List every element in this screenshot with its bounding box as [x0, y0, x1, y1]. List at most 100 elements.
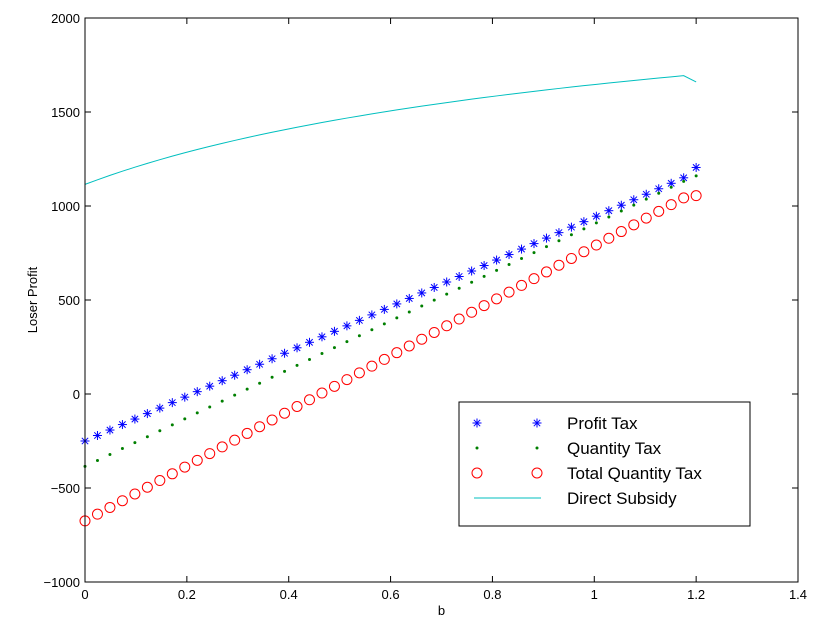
data-point-quantity-tax: [432, 298, 436, 302]
data-point-profit-tax: [117, 420, 127, 430]
data-point-quantity-tax: [158, 429, 162, 433]
data-point-quantity-tax: [632, 203, 636, 207]
x-tick-label: 0.4: [280, 587, 298, 602]
data-point-total-quantity-tax: [491, 293, 503, 305]
data-point-quantity-tax: [370, 328, 374, 332]
data-point-quantity-tax: [694, 174, 698, 178]
data-point-profit-tax: [354, 315, 364, 325]
data-point-profit-tax: [280, 348, 290, 358]
data-point-total-quantity-tax: [678, 192, 690, 204]
data-point-total-quantity-tax: [378, 353, 390, 365]
data-point-quantity-tax: [569, 233, 573, 237]
data-point-total-quantity-tax: [466, 306, 478, 318]
legend-swatch-quantity-tax: [475, 446, 479, 450]
data-point-total-quantity-tax: [179, 461, 191, 473]
data-point-profit-tax: [554, 228, 564, 238]
data-point-total-quantity-tax: [590, 239, 602, 251]
data-point-quantity-tax: [332, 346, 336, 350]
data-point-quantity-tax: [283, 369, 287, 373]
data-point-total-quantity-tax: [565, 252, 577, 264]
legend-box: [458, 401, 751, 527]
data-point-total-quantity-tax: [154, 475, 166, 487]
data-point-quantity-tax: [120, 447, 124, 451]
series-direct-subsidy: [84, 75, 697, 185]
data-point-total-quantity-tax: [241, 427, 253, 439]
data-point-quantity-tax: [357, 334, 361, 338]
data-point-quantity-tax: [233, 393, 237, 397]
data-point-total-quantity-tax: [441, 320, 453, 332]
data-point-quantity-tax: [594, 221, 598, 225]
y-tick-label: 2000: [51, 11, 80, 26]
legend-item-profit-tax: Profit Tax: [472, 414, 638, 433]
legend-swatch-total-quantity-tax: [531, 467, 543, 479]
data-point-profit-tax: [467, 266, 477, 276]
legend-swatch-quantity-tax: [535, 446, 539, 450]
data-point-total-quantity-tax: [204, 448, 216, 460]
data-point-profit-tax: [92, 431, 102, 441]
data-point-profit-tax: [541, 233, 551, 243]
data-point-profit-tax: [230, 370, 240, 380]
data-point-quantity-tax: [320, 352, 324, 356]
data-point-quantity-tax: [382, 322, 386, 326]
legend-label-profit-tax: Profit Tax: [567, 414, 638, 433]
data-point-total-quantity-tax: [653, 205, 665, 217]
data-point-profit-tax: [517, 244, 527, 254]
data-point-quantity-tax: [557, 239, 561, 243]
data-point-profit-tax: [367, 310, 377, 320]
data-point-quantity-tax: [208, 405, 212, 409]
y-tick-label: −1000: [43, 575, 80, 590]
data-point-quantity-tax: [482, 274, 486, 278]
data-point-total-quantity-tax: [104, 501, 116, 513]
data-point-total-quantity-tax: [553, 259, 565, 271]
data-point-total-quantity-tax: [578, 246, 590, 258]
x-tick-label: 0: [81, 587, 88, 602]
data-point-quantity-tax: [295, 363, 299, 367]
data-point-quantity-tax: [395, 316, 399, 320]
data-point-quantity-tax: [170, 423, 174, 427]
data-point-quantity-tax: [644, 197, 648, 201]
legend-label-total-quantity-tax: Total Quantity Tax: [567, 464, 702, 483]
data-point-profit-tax: [566, 222, 576, 232]
data-point-total-quantity-tax: [665, 199, 677, 211]
data-point-total-quantity-tax: [540, 266, 552, 278]
x-tick-label: 0.6: [382, 587, 400, 602]
data-point-quantity-tax: [145, 435, 149, 439]
data-point-profit-tax: [404, 293, 414, 303]
legend-label-quantity-tax: Quantity Tax: [567, 439, 662, 458]
data-point-profit-tax: [305, 337, 315, 347]
y-tick-label: −500: [51, 481, 80, 496]
data-point-profit-tax: [504, 250, 514, 260]
data-point-quantity-tax: [532, 251, 536, 255]
data-point-quantity-tax: [195, 411, 199, 415]
data-point-total-quantity-tax: [366, 360, 378, 372]
data-point-total-quantity-tax: [428, 326, 440, 338]
y-tick-label: 0: [73, 387, 80, 402]
legend-item-quantity-tax: Quantity Tax: [475, 439, 662, 458]
data-point-total-quantity-tax: [191, 454, 203, 466]
data-point-profit-tax: [342, 321, 352, 331]
data-point-profit-tax: [242, 365, 252, 375]
data-point-profit-tax: [417, 288, 427, 298]
data-point-total-quantity-tax: [478, 300, 490, 312]
data-point-total-quantity-tax: [640, 212, 652, 224]
data-point-total-quantity-tax: [254, 421, 266, 433]
data-point-quantity-tax: [420, 304, 424, 308]
data-point-total-quantity-tax: [116, 495, 128, 507]
x-tick-label: 0.2: [178, 587, 196, 602]
series-profit-tax: [80, 162, 701, 446]
data-point-total-quantity-tax: [229, 434, 241, 446]
legend-swatch-profit-tax: [472, 418, 482, 428]
data-point-quantity-tax: [520, 257, 524, 261]
data-point-profit-tax: [616, 200, 626, 210]
x-tick-label: 1: [591, 587, 598, 602]
data-point-quantity-tax: [507, 262, 511, 266]
data-point-profit-tax: [317, 332, 327, 342]
data-point-profit-tax: [142, 409, 152, 419]
data-point-profit-tax: [217, 376, 227, 386]
data-point-profit-tax: [255, 359, 265, 369]
x-tick-label: 1.2: [687, 587, 705, 602]
data-point-profit-tax: [492, 255, 502, 265]
data-point-profit-tax: [329, 326, 339, 336]
legend: Profit Tax Quantity Tax Total Quantity Tax…: [458, 401, 751, 527]
y-tick-label: 500: [58, 293, 80, 308]
